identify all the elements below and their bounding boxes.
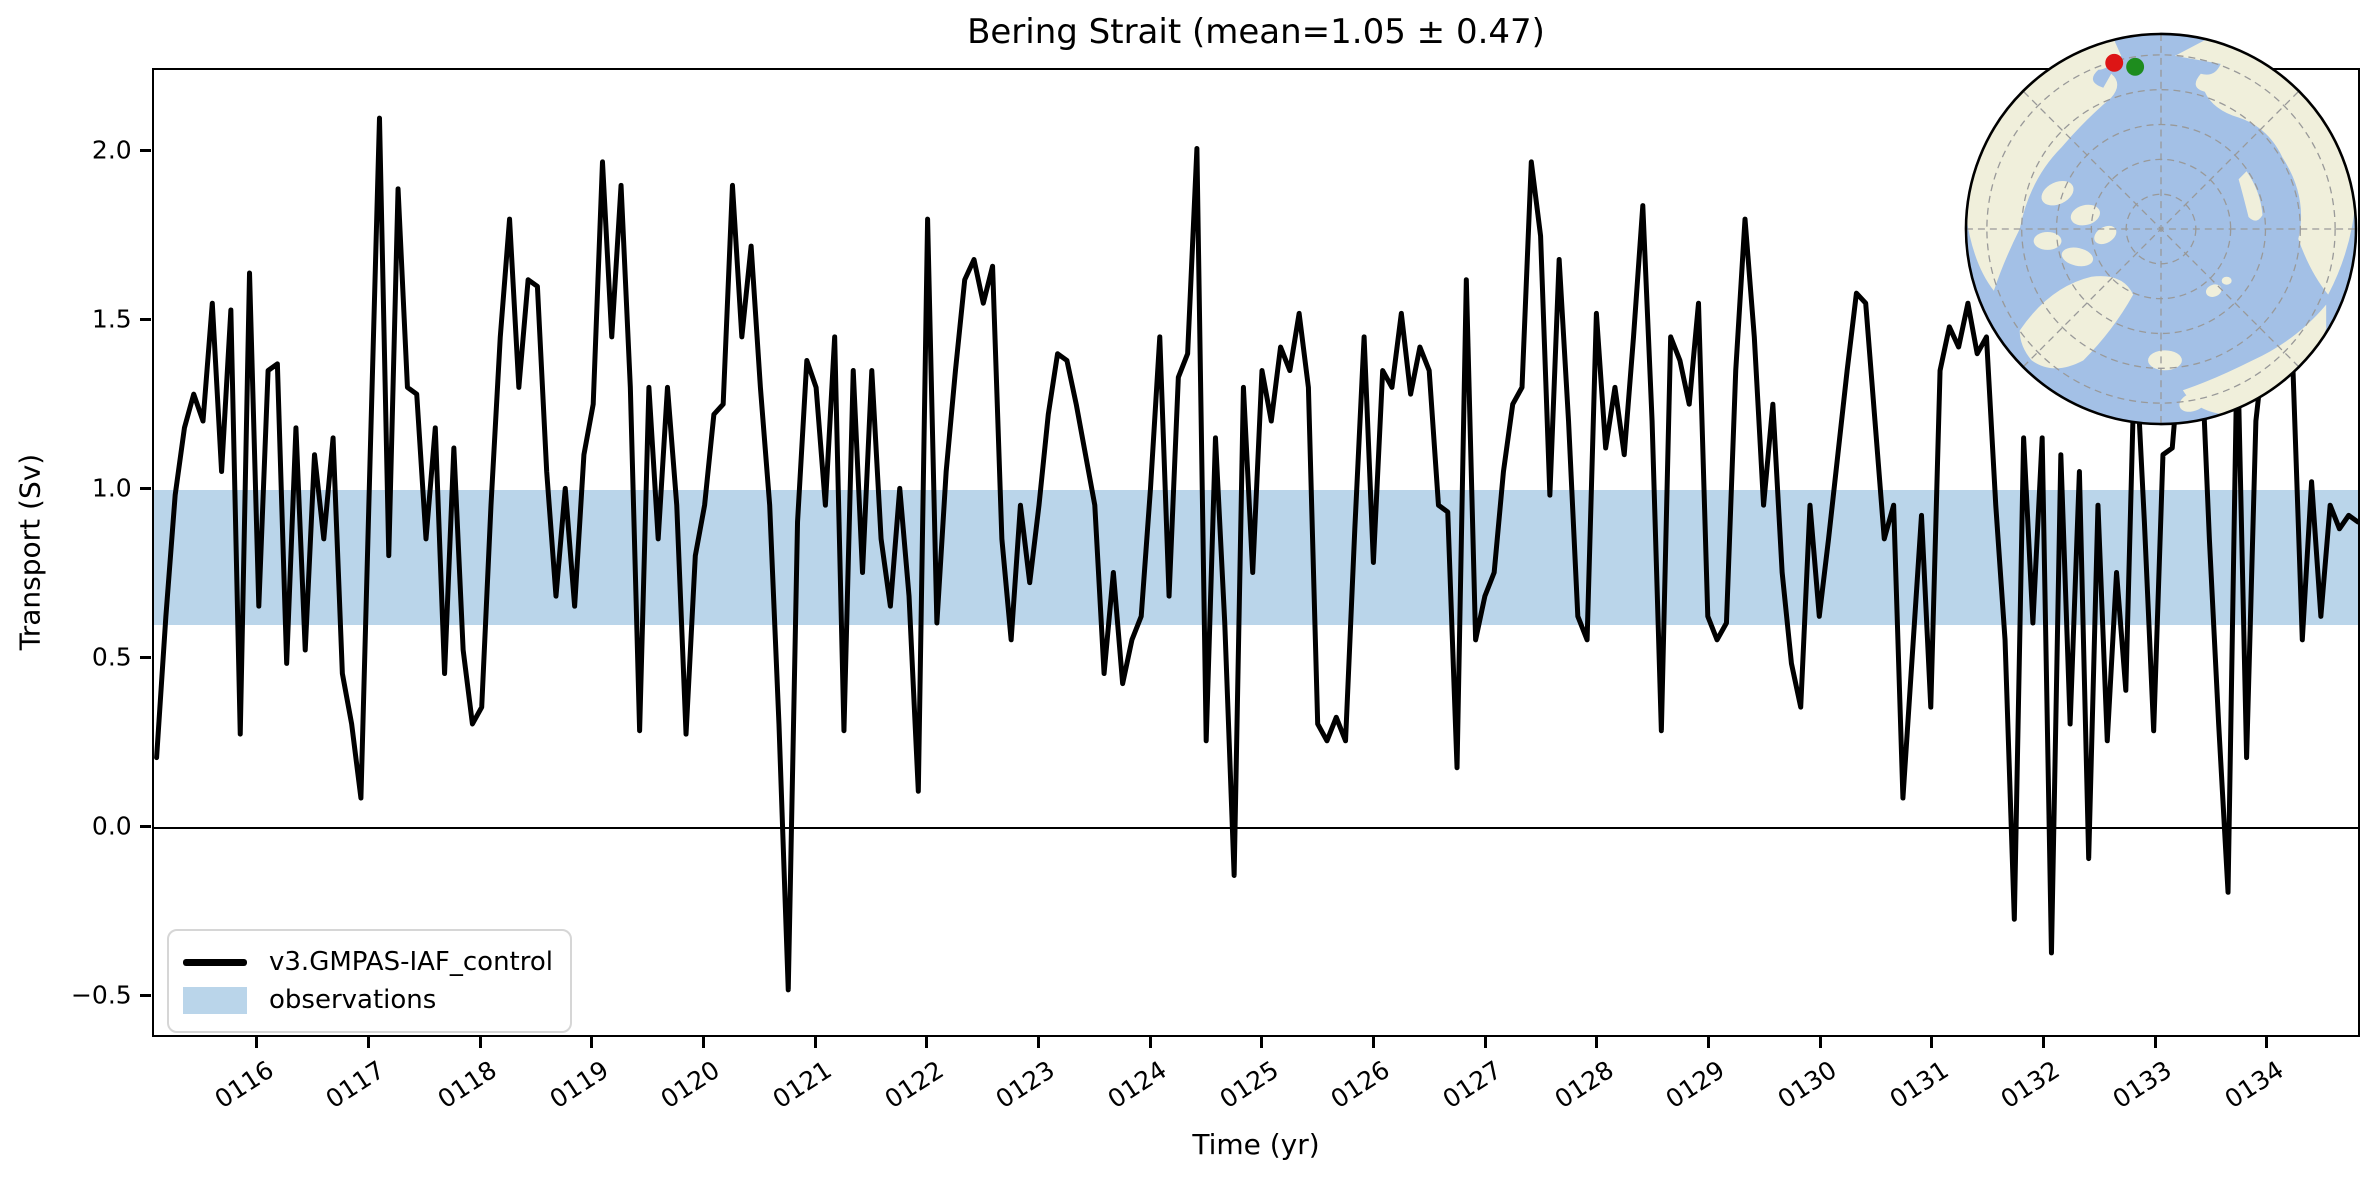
series-plot [153, 115, 2358, 993]
y-tick-mark [139, 317, 151, 321]
x-tick-label: 0119 [544, 1054, 614, 1114]
y-tick-label: 1.5 [91, 304, 132, 334]
transect-marker-red [2105, 53, 2124, 72]
map-graticule [1965, 33, 2357, 425]
y-tick-label: 0.5 [91, 642, 132, 672]
x-tick-label: 0117 [320, 1054, 391, 1114]
x-tick-mark [2153, 1036, 2157, 1048]
y-tick-mark [139, 993, 151, 997]
x-tick-mark [255, 1036, 259, 1048]
y-tick-label: 1.0 [91, 473, 132, 503]
x-tick-mark [1036, 1036, 1040, 1048]
x-tick-label: 0123 [990, 1054, 1061, 1114]
legend: v3.GMPAS-IAF_control observations [167, 929, 572, 1033]
arctic-inset-map [1964, 32, 2358, 426]
x-tick-label: 0133 [2107, 1054, 2177, 1114]
x-tick-mark [590, 1036, 594, 1048]
x-tick-mark [1483, 1036, 1487, 1048]
legend-row-model: v3.GMPAS-IAF_control [183, 943, 554, 981]
zero-reference-line [153, 826, 2358, 830]
x-tick-mark [1706, 1036, 1710, 1048]
x-tick-label: 0127 [1437, 1054, 1507, 1114]
legend-label-model: v3.GMPAS-IAF_control [269, 947, 553, 977]
chart-title: Bering Strait (mean=1.05 ± 0.47) [967, 12, 1545, 52]
x-tick-mark [925, 1036, 929, 1048]
x-tick-mark [478, 1036, 482, 1048]
transect-marker-green [2126, 57, 2145, 76]
x-tick-label: 0129 [1660, 1054, 1731, 1114]
x-tick-label: 0124 [1102, 1054, 1172, 1114]
x-tick-label: 0130 [1772, 1054, 1842, 1114]
legend-line-sample [183, 958, 247, 966]
y-tick-mark [139, 824, 151, 828]
plot-clip-region [153, 70, 2358, 1035]
y-tick-mark [139, 655, 151, 659]
legend-row-observations: observations [183, 981, 554, 1019]
x-tick-mark [1371, 1036, 1375, 1048]
x-tick-mark [1148, 1036, 1152, 1048]
x-tick-label: 0134 [2219, 1054, 2289, 1114]
x-tick-label: 0125 [1214, 1054, 1284, 1114]
x-tick-mark [701, 1036, 705, 1048]
legend-patch-sample [183, 986, 247, 1014]
map-border [1964, 32, 2358, 426]
x-tick-label: 0126 [1325, 1054, 1396, 1114]
y-tick-mark [139, 486, 151, 490]
x-axis-label: Time (yr) [1192, 1128, 1320, 1161]
y-tick-label: −0.5 [70, 980, 132, 1010]
x-tick-mark [1930, 1036, 1934, 1048]
legend-label-observations: observations [269, 985, 437, 1015]
x-tick-mark [813, 1036, 817, 1048]
x-tick-mark [1260, 1036, 1264, 1048]
x-tick-mark [366, 1036, 370, 1048]
x-tick-mark [2041, 1036, 2045, 1048]
x-tick-label: 0116 [209, 1054, 279, 1114]
y-tick-mark [139, 148, 151, 152]
x-tick-label: 0121 [767, 1054, 837, 1114]
x-tick-label: 0131 [1884, 1054, 1954, 1114]
x-tick-label: 0132 [1995, 1054, 2066, 1114]
x-tick-mark [1818, 1036, 1822, 1048]
y-axis-label: Transport (Sv) [13, 453, 47, 651]
x-tick-label: 0122 [879, 1054, 949, 1114]
x-tick-label: 0128 [1549, 1054, 1619, 1114]
x-tick-label: 0118 [432, 1054, 502, 1114]
y-tick-label: 0.0 [91, 811, 132, 841]
y-tick-label: 2.0 [91, 135, 132, 165]
x-tick-label: 0120 [655, 1054, 726, 1114]
series-line-v3-gmpas-iaf-control [153, 115, 2358, 993]
x-tick-mark [2265, 1036, 2269, 1048]
x-tick-mark [1595, 1036, 1599, 1048]
